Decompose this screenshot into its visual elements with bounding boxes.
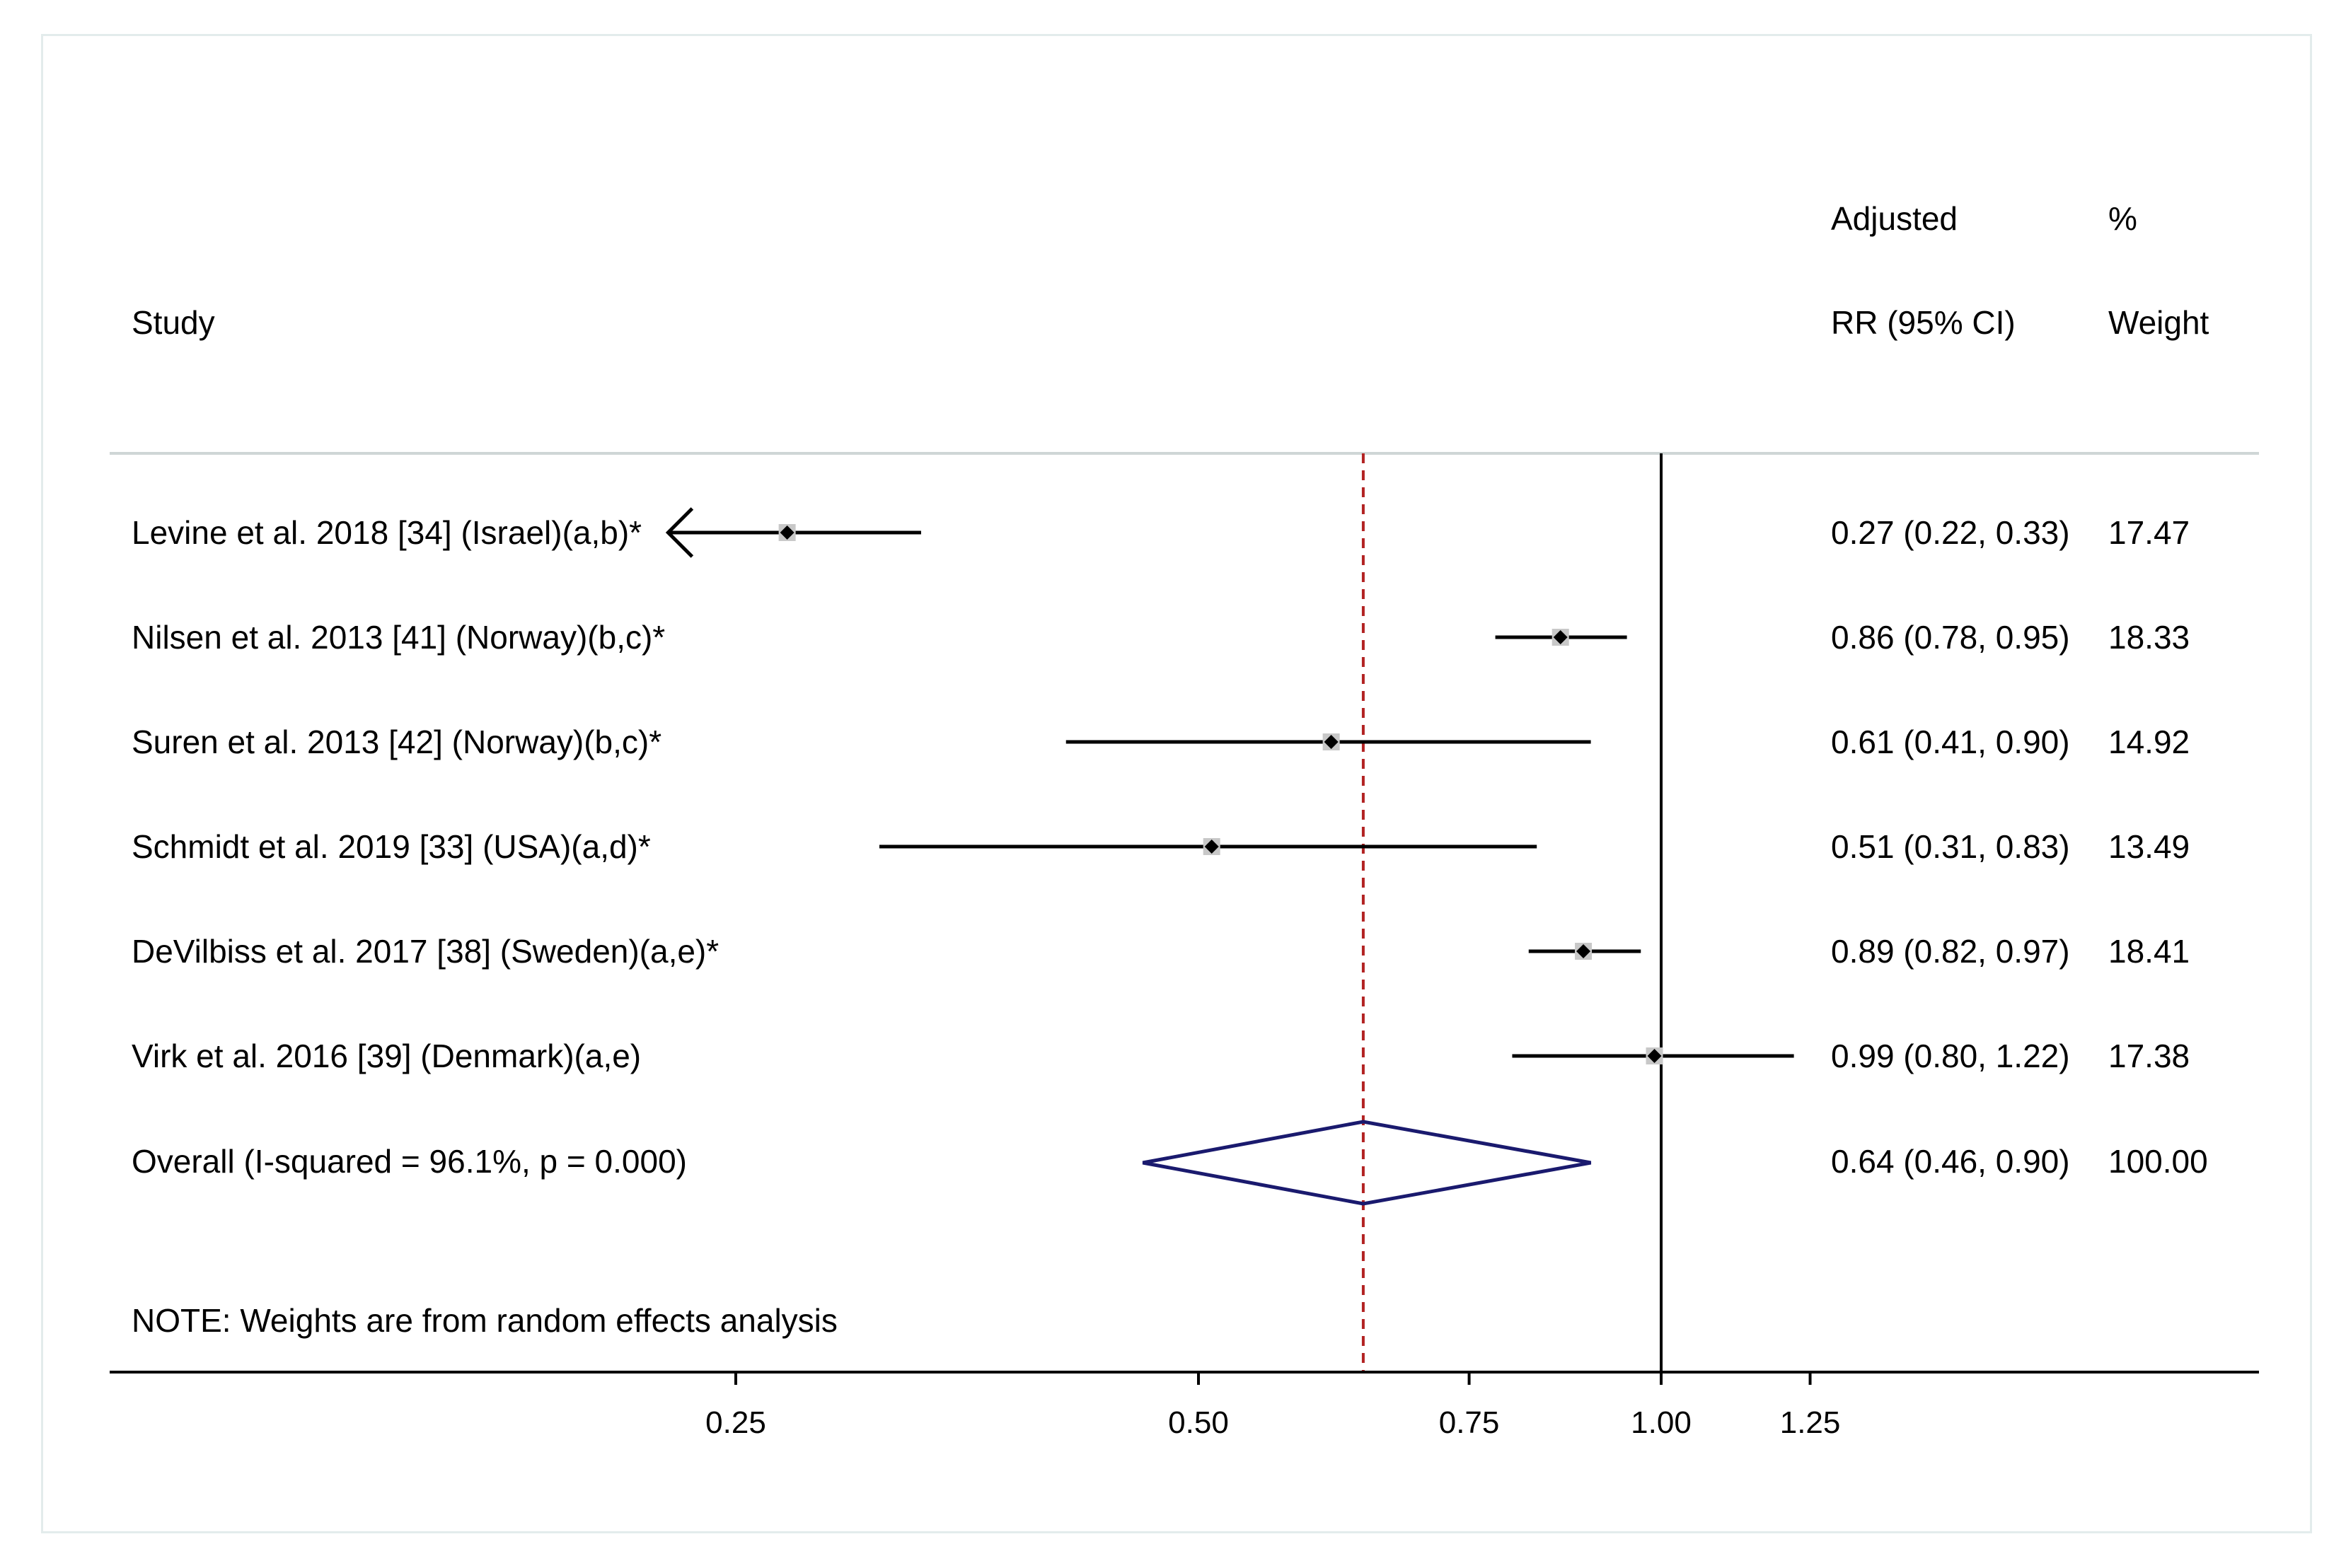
ci-column: 0.27 (0.22, 0.33) 0.86 (0.78, 0.95) 0.61… (1831, 514, 2070, 1180)
study-label: Suren et al. 2013 [42] (Norway)(b,c)* (132, 724, 661, 760)
study-ci-text: 0.51 (0.31, 0.83) (1831, 828, 2070, 865)
marks-layer (665, 453, 1812, 1385)
study-point-estimate (1324, 735, 1339, 749)
header-weight-line1: % (2108, 200, 2137, 237)
study-ci-text: 0.99 (0.80, 1.22) (1831, 1038, 2070, 1074)
header-weight-line2: Weight (2108, 304, 2209, 341)
header-estimate-line1: Adjusted (1831, 200, 1958, 237)
x-tick-label: 0.50 (1168, 1405, 1229, 1440)
study-weight: 14.92 (2108, 724, 2190, 760)
x-tick-label: 0.75 (1439, 1405, 1500, 1440)
study-ci-text: 0.61 (0.41, 0.90) (1831, 724, 2070, 760)
study-weight: 18.33 (2108, 619, 2190, 656)
weight-column: 17.47 18.33 14.92 13.49 18.41 17.38 100.… (2108, 514, 2208, 1180)
note-text: NOTE: Weights are from random effects an… (132, 1302, 838, 1339)
study-label: DeVilbiss et al. 2017 [38] (Sweden)(a,e)… (132, 933, 719, 970)
ci-truncation-arrow (665, 507, 694, 558)
study-label: Nilsen et al. 2013 [41] (Norway)(b,c)* (132, 619, 665, 656)
study-weight: 17.38 (2108, 1038, 2190, 1074)
study-ci-text: 0.86 (0.78, 0.95) (1831, 619, 2070, 656)
figure-frame (41, 34, 2312, 1533)
x-tick-label: 1.00 (1631, 1405, 1692, 1440)
study-point-estimate (780, 525, 794, 540)
study-weight: 13.49 (2108, 828, 2190, 865)
x-tick-label: 1.25 (1780, 1405, 1841, 1440)
overall-ci-text: 0.64 (0.46, 0.90) (1831, 1143, 2070, 1180)
study-ci-text: 0.89 (0.82, 0.97) (1831, 933, 2070, 970)
x-axis-tick-labels: 0.25 0.50 0.75 1.00 1.25 (705, 1405, 1840, 1440)
study-labels: Levine et al. 2018 [34] (Israel)(a,b)* N… (132, 514, 719, 1180)
x-tick-label: 0.25 (705, 1405, 766, 1440)
study-point-estimate (1553, 630, 1568, 644)
study-label: Levine et al. 2018 [34] (Israel)(a,b)* (132, 514, 642, 551)
study-weight: 17.47 (2108, 514, 2190, 551)
study-label: Virk et al. 2016 [39] (Denmark)(a,e) (132, 1038, 641, 1074)
study-weight: 18.41 (2108, 933, 2190, 970)
study-point-estimate (1576, 944, 1591, 958)
overall-weight: 100.00 (2108, 1143, 2208, 1180)
header-estimate-line2: RR (95% CI) (1831, 304, 2016, 341)
study-point-estimate (1647, 1049, 1662, 1063)
overall-label: Overall (I-squared = 96.1%, p = 0.000) (132, 1143, 687, 1180)
study-label: Schmidt et al. 2019 [33] (USA)(a,d)* (132, 828, 651, 865)
overall-diamond (1142, 1120, 1592, 1206)
study-point-estimate (1204, 840, 1219, 854)
header-study: Study (132, 304, 215, 341)
study-ci-text: 0.27 (0.22, 0.33) (1831, 514, 2070, 551)
